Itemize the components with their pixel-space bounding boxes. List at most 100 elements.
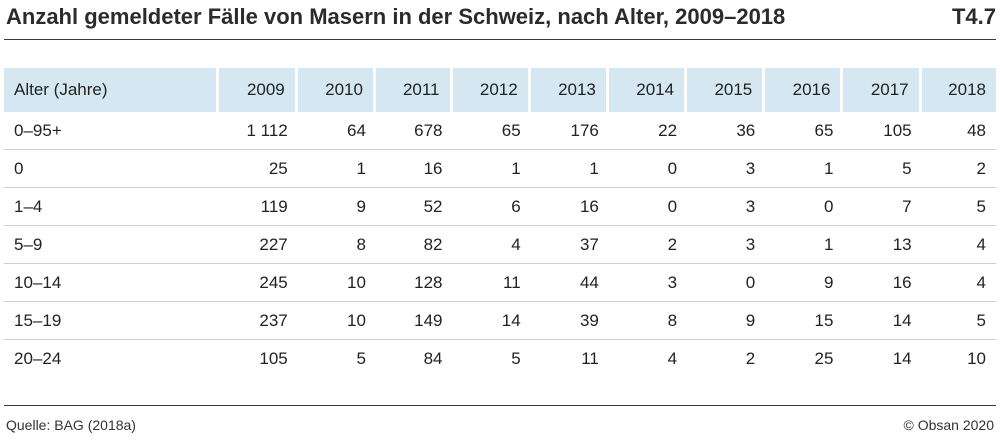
case-count-cell: 1 112 (219, 112, 298, 150)
case-count-cell: 16 (843, 264, 922, 302)
bottom-divider (4, 405, 996, 406)
case-count-cell: 37 (530, 226, 609, 264)
column-header-year: 2018 (921, 68, 996, 112)
age-group-cell: 5–9 (4, 226, 219, 264)
case-count-cell: 13 (843, 226, 922, 264)
table-row: 0 25 1 16 1 1 0 3 1 5 2 (4, 150, 996, 188)
age-group-cell: 0 (4, 150, 219, 188)
case-count-cell: 4 (921, 226, 996, 264)
case-count-cell: 1 (765, 226, 844, 264)
case-count-cell: 65 (765, 112, 844, 150)
header-row: Alter (Jahre) 2009 2010 2011 2012 2013 2014 201… (4, 68, 996, 112)
case-count-cell: 2 (608, 226, 688, 264)
table-body: 0–95+ 1 112 64 678 65 176 22 36 65 105 48 0 25 1 16 1 1 0… (4, 112, 996, 377)
case-count-cell: 149 (375, 302, 453, 340)
age-group-cell: 1–4 (4, 188, 219, 226)
case-count-cell: 11 (581, 348, 599, 368)
table-row: 1–4 119 9 52 6 16 0 3 0 7 5 (4, 188, 996, 226)
case-count-cell: 3 (687, 150, 766, 188)
case-count-cell: 44 (530, 264, 609, 302)
table-row: 15–19 237 10 149 14 39 8 9 15 14 5 (4, 302, 996, 340)
case-count-cell: 9 (687, 302, 766, 340)
case-count-cell: 2 (921, 150, 996, 188)
case-count-cell: 84 (423, 348, 443, 368)
case-count-cell: 5 (921, 302, 996, 340)
column-header-age: Alter (Jahre) (4, 68, 219, 112)
table-id: T4.7 (951, 4, 996, 29)
case-count-cell: 8 (297, 226, 376, 264)
case-count-cell: 5 (356, 348, 366, 368)
column-header-year: 2010 (297, 68, 376, 112)
case-count-cell: 82 (375, 226, 453, 264)
case-count-cell: 105 (843, 112, 922, 150)
case-count-cell: 14 (892, 348, 912, 368)
column-header-year: 2009 (219, 68, 298, 112)
case-count-cell: 245 (219, 264, 298, 302)
case-count-cell: 4 (452, 226, 531, 264)
case-count-cell: 16 (530, 188, 609, 226)
measles-cases-table: Alter (Jahre) 2009 2010 2011 2012 2013 2014 201… (4, 68, 996, 377)
case-count-cell: 14 (843, 302, 922, 340)
case-count-cell: 25 (814, 348, 834, 368)
case-count-cell: 9 (765, 264, 844, 302)
case-count-cell: 2 (745, 348, 756, 368)
case-count-cell: 10 (967, 348, 986, 368)
case-count-cell: 3 (687, 226, 766, 264)
case-count-cell: 176 (530, 112, 609, 150)
source-note: Quelle: BAG (2018a) (6, 417, 136, 433)
case-count-cell: 15 (765, 302, 844, 340)
case-count-cell: 36 (687, 112, 766, 150)
column-header-year: 2017 (843, 68, 922, 112)
column-header-year: 2016 (765, 68, 844, 112)
case-count-cell: 16 (375, 150, 453, 188)
column-header-year: 2013 (530, 68, 609, 112)
case-count-cell: 0 (687, 264, 766, 302)
case-count-cell: 25 (219, 150, 298, 188)
age-group-cell: 15–19 (4, 302, 219, 340)
case-count-cell: 11 (452, 264, 531, 302)
case-count-cell: 9 (297, 188, 376, 226)
age-group-cell: 10–14 (4, 264, 219, 302)
top-divider (4, 39, 996, 40)
case-count-cell: 7 (843, 188, 922, 226)
case-count-cell: 65 (452, 112, 531, 150)
case-count-cell: 119 (219, 188, 298, 226)
column-header-year: 2014 (608, 68, 688, 112)
case-count-cell: 678 (375, 112, 453, 150)
case-count-cell: 0 (608, 188, 688, 226)
case-count-cell: 48 (921, 112, 996, 150)
case-count-cell: 1 (530, 150, 609, 188)
case-count-cell: 4 (921, 264, 996, 302)
case-count-cell: 52 (375, 188, 453, 226)
case-count-cell: 1 (452, 150, 531, 188)
case-count-cell: 5 (843, 150, 922, 188)
age-group-cell: 20–24 (14, 348, 62, 368)
table-row: 0–95+ 1 112 64 678 65 176 22 36 65 105 48 (4, 112, 996, 150)
case-count-cell: 237 (219, 302, 298, 340)
table-row: 10–14 245 10 128 11 44 3 0 9 16 4 (4, 264, 996, 302)
case-count-cell: 14 (452, 302, 531, 340)
case-count-cell: 64 (297, 112, 376, 150)
case-count-cell: 227 (219, 226, 298, 264)
table-row: 20–24 105 5 84 5 11 4 2 25 14 10 (4, 340, 996, 377)
case-count-cell: 10 (297, 302, 376, 340)
case-count-cell: 105 (259, 348, 288, 368)
age-group-cell: 0–95+ (4, 112, 219, 150)
page-title: Anzahl gemeldeter Fälle von Masern in de… (6, 4, 786, 29)
case-count-cell: 3 (608, 264, 688, 302)
case-count-cell: 4 (667, 348, 678, 368)
case-count-cell: 39 (530, 302, 609, 340)
case-count-cell: 8 (608, 302, 688, 340)
case-count-cell: 6 (452, 188, 531, 226)
copyright-note: © Obsan 2020 (903, 417, 995, 433)
table-row: 5–9 227 8 82 4 37 2 3 1 13 4 (4, 226, 996, 264)
case-count-cell: 0 (765, 188, 844, 226)
case-count-cell: 128 (375, 264, 453, 302)
case-count-cell: 1 (765, 150, 844, 188)
column-header-year: 2015 (687, 68, 766, 112)
case-count-cell: 3 (687, 188, 766, 226)
case-count-cell: 10 (297, 264, 376, 302)
case-count-cell: 5 (921, 188, 996, 226)
case-count-cell: 5 (511, 348, 521, 368)
column-header-year: 2012 (452, 68, 531, 112)
